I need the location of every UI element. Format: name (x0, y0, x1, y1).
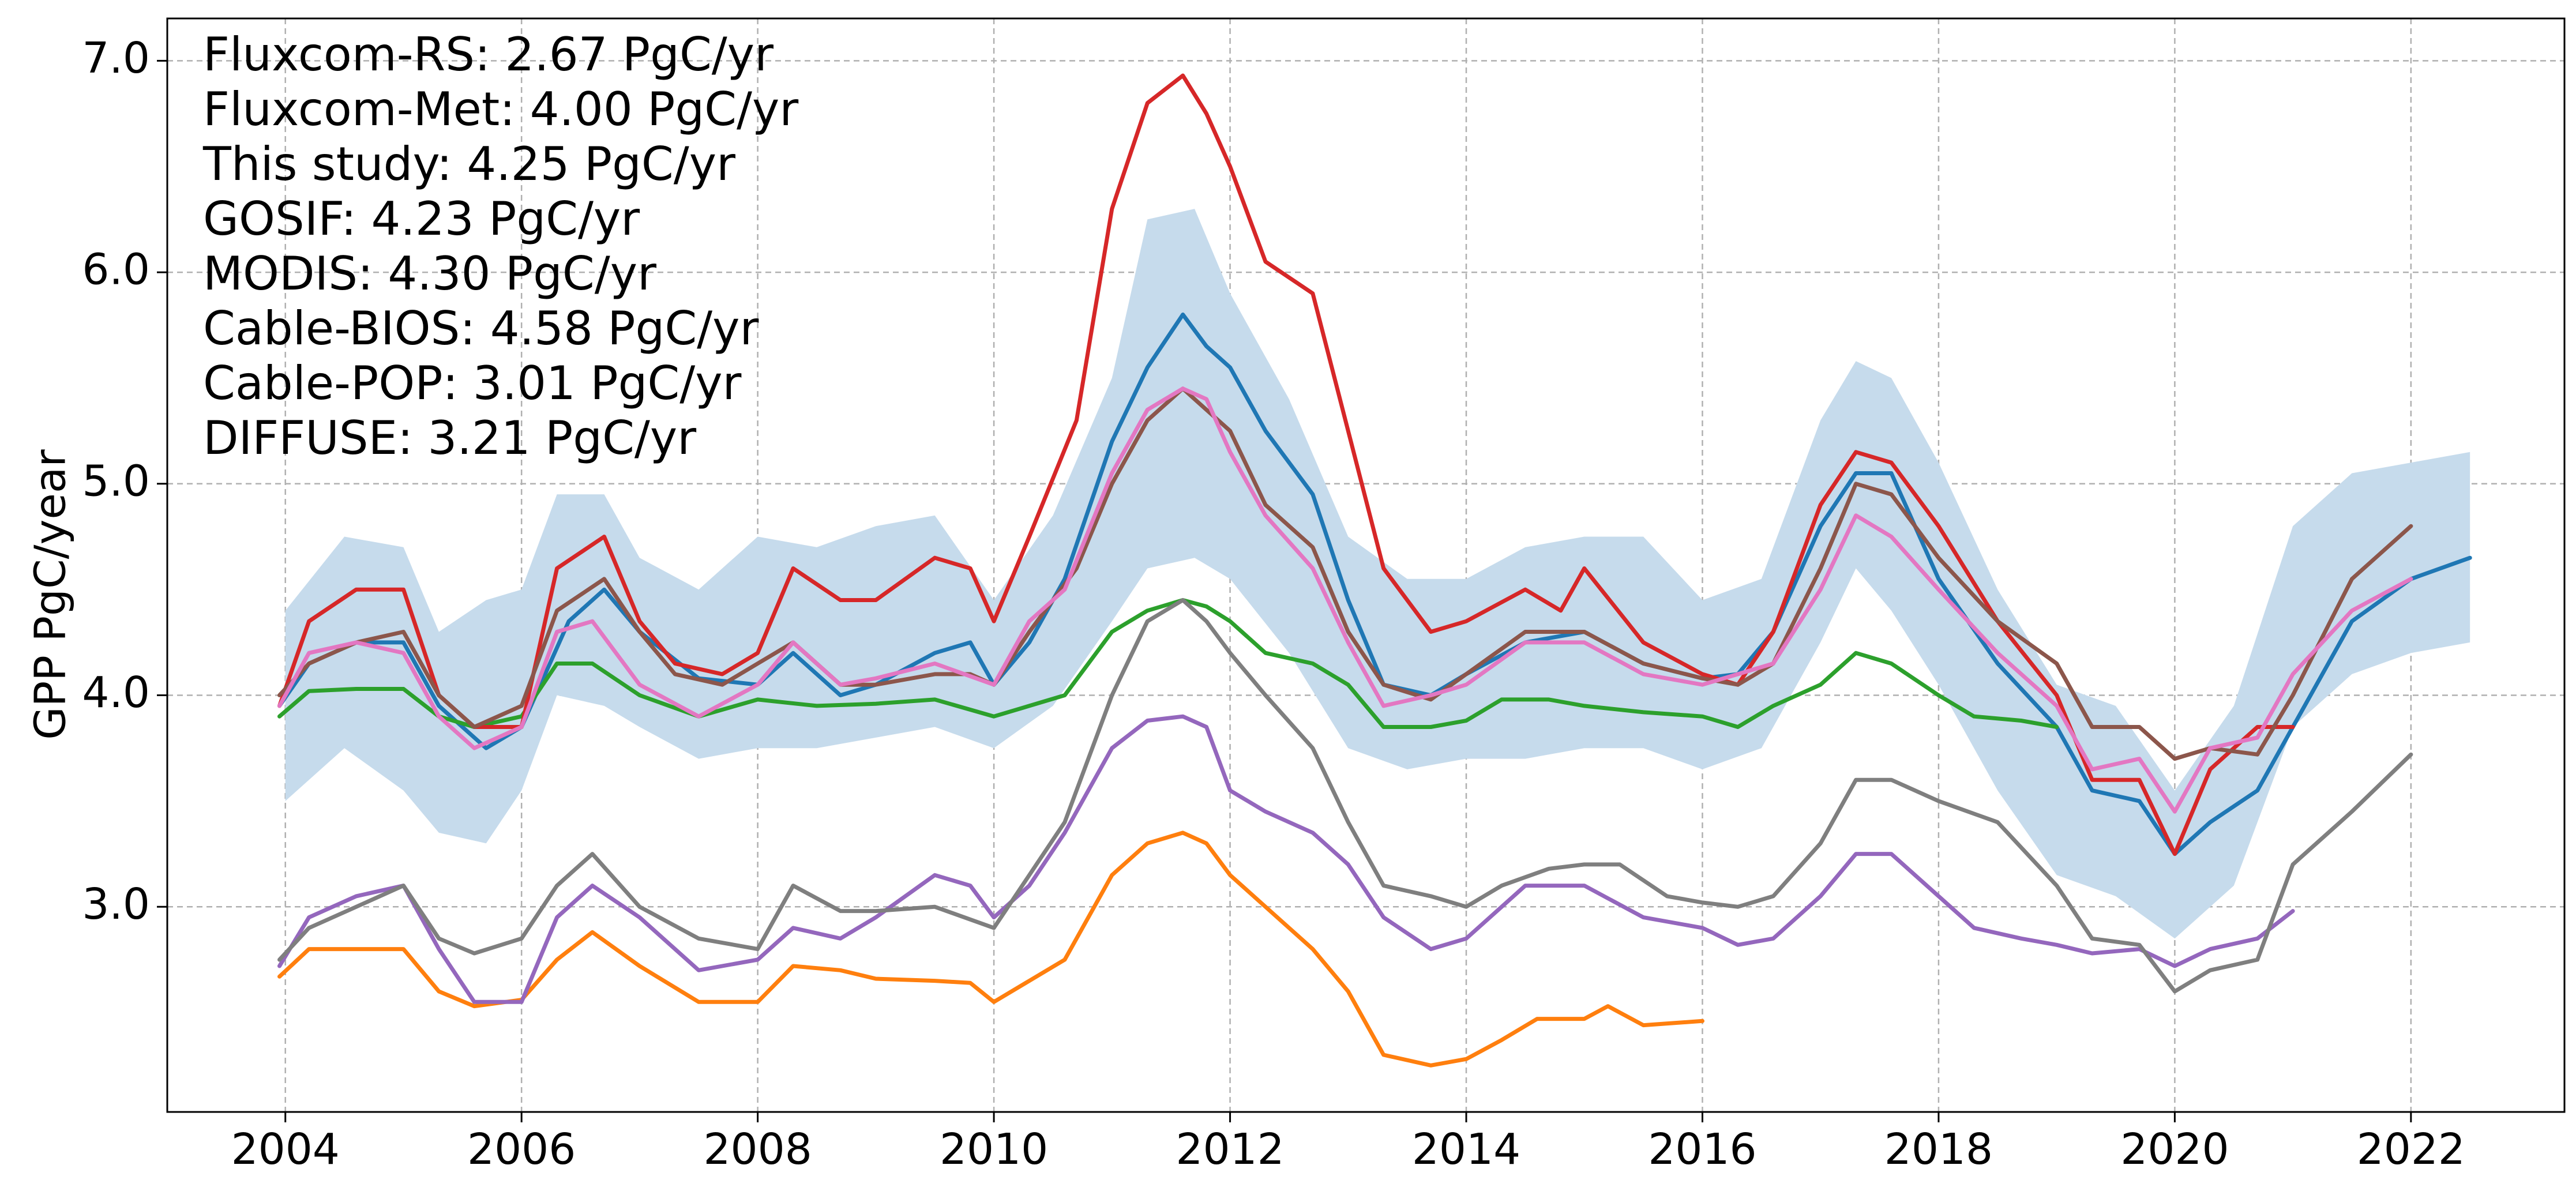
x-tick-label: 2010 (940, 1125, 1048, 1174)
x-tick-label: 2006 (467, 1125, 576, 1174)
x-tick-label: 2022 (2357, 1125, 2465, 1174)
y-axis: 3.0 4.0 5.0 6.0 7.0 (82, 33, 167, 929)
x-tick-label: 2018 (1884, 1125, 1993, 1174)
x-tick-label: 2014 (1412, 1125, 1520, 1174)
annotation-line: GOSIF: 4.23 PgC/yr (203, 192, 640, 246)
y-tick-label: 6.0 (82, 245, 150, 295)
x-tick-label: 2012 (1176, 1125, 1284, 1174)
y-tick-label: 4.0 (82, 668, 150, 717)
uncertainty-band (285, 209, 2470, 939)
series-line-5 (277, 714, 2295, 1004)
annotation-line: MODIS: 4.30 PgC/yr (203, 247, 656, 300)
annotation-line: This study: 4.25 PgC/yr (202, 137, 735, 191)
x-tick-label: 2008 (703, 1125, 812, 1174)
series-lines (277, 73, 2472, 1068)
series-line-7 (277, 386, 2413, 814)
x-tick-label: 2020 (2120, 1125, 2229, 1174)
y-tick-label: 3.0 (82, 880, 150, 929)
x-tick-label: 2004 (231, 1125, 340, 1174)
annotation-line: Cable-BIOS: 4.58 PgC/yr (203, 302, 758, 355)
annotation-line: Fluxcom-Met: 4.00 PgC/yr (203, 82, 798, 136)
y-tick-label: 5.0 (82, 456, 150, 506)
annotation-line: Fluxcom-RS: 2.67 PgC/yr (203, 28, 773, 81)
series-line-8 (277, 598, 2413, 994)
series-line-4 (277, 73, 2295, 856)
plot-frame (166, 17, 2566, 1113)
spread-band (285, 209, 2470, 939)
series-line-3 (277, 598, 2059, 729)
annotation-line: DIFFUSE: 3.21 PgC/yr (203, 411, 696, 465)
y-axis-title: GPP PgC/year (26, 449, 76, 740)
annotation-line: Cable-POP: 3.01 PgC/yr (203, 356, 742, 410)
y-tick-label: 7.0 (82, 33, 150, 83)
series-line-1 (277, 312, 2472, 856)
x-tick-label: 2016 (1648, 1125, 1756, 1174)
x-axis: 2004 2006 2008 2010 2012 2014 2016 2018 2020 2022 (231, 1112, 2465, 1174)
series-line-6 (277, 386, 2413, 761)
